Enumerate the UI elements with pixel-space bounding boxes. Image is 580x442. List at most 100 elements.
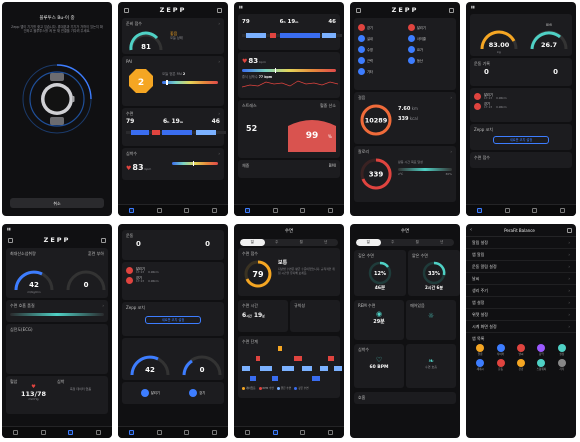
sleep-score-card[interactable]: 수면 점수	[470, 152, 572, 168]
nav-profile[interactable]	[211, 429, 217, 436]
light-sleep-card[interactable]: 얕은 수면 33% 2시간 6분	[408, 250, 460, 296]
quick-start-item[interactable]: 실내	[358, 35, 402, 42]
breathing-card[interactable]: 수면 호흡 품질 ›	[6, 300, 108, 322]
tab-year[interactable]: 년	[440, 240, 444, 245]
menu-icon[interactable]	[449, 7, 454, 13]
heart-rate-card[interactable]: 심박수 › ♥ 83 bpm	[122, 148, 224, 180]
tab-year[interactable]: 년	[324, 240, 328, 245]
tab-week[interactable]: 주	[275, 240, 279, 245]
device-icon[interactable]	[8, 237, 13, 243]
back-arrow-icon[interactable]: ‹	[470, 227, 472, 233]
coach-setup-button[interactable]: 새로운 코치 설정	[144, 316, 202, 324]
run-row[interactable]: 달리기 17:13 0.96km	[474, 93, 568, 101]
recent-runs-card[interactable]: 달리기 17:13 0.96km 걷기 17:13 0.96km	[470, 88, 572, 122]
app-tile[interactable]: 알람	[470, 344, 490, 356]
awake-card[interactable]: 깨어있음 ☼	[406, 300, 456, 340]
nav-discover[interactable]	[272, 429, 278, 436]
nav-discover[interactable]	[504, 207, 510, 214]
settings-item[interactable]: 앱 알림 ›	[466, 249, 576, 262]
settings-item[interactable]: 운동 알림 설정 ›	[466, 261, 576, 274]
settings-item[interactable]: 생리 주기 ›	[466, 285, 576, 298]
quick-start-item[interactable]: 수영	[358, 46, 402, 53]
body-gauges-card[interactable]: 83.00 kg 26.7 BMI	[470, 14, 572, 56]
settings-item[interactable]: 알림 설정 ›	[466, 237, 576, 250]
nav-profile[interactable]	[211, 207, 217, 214]
nav-profile[interactable]	[95, 429, 101, 436]
sleep-summary-card[interactable]: 79 6h 19m 46	[238, 14, 342, 50]
fitness-gauges-card[interactable]: 최대산소섭취량 훈련 부하 42 ml/kg/min 0	[6, 248, 108, 298]
tab-month[interactable]: 월	[299, 240, 303, 245]
nav-discover[interactable]	[272, 207, 278, 214]
sleep-breathing-card[interactable]: ❧ 수면 호흡	[406, 344, 456, 388]
nav-discover[interactable]	[40, 429, 46, 436]
readiness-card[interactable]: 준비 점수 › 81 좋음 오늘 상태	[122, 18, 224, 54]
tab-day[interactable]: 일	[356, 238, 381, 246]
tab-day[interactable]: 일	[240, 238, 265, 246]
nav-device[interactable]	[300, 207, 306, 214]
menu-icon[interactable]	[101, 237, 106, 243]
steps-card[interactable]: 걸음 › 10289 7.60 km 339 kcal	[354, 92, 456, 144]
nav-device[interactable]	[532, 207, 538, 214]
quick-start-item[interactable]: 등산	[408, 57, 452, 64]
nav-home[interactable]	[477, 207, 483, 214]
settings-item[interactable]: 시계 화면 설정 ›	[466, 321, 576, 334]
nav-profile[interactable]	[327, 429, 333, 436]
quick-start-item[interactable]: 근력	[358, 57, 402, 64]
nav-device[interactable]	[68, 429, 74, 436]
app-tile[interactable]: 건강	[511, 359, 531, 371]
nav-home[interactable]	[129, 429, 135, 436]
zepp-coach-card[interactable]: Zepp 코치 새로운 코치 설정	[122, 302, 224, 336]
nav-device[interactable]	[184, 207, 190, 214]
run-row[interactable]: 걷기 17:13 0.96km	[126, 276, 220, 284]
tab-week[interactable]: 주	[391, 240, 395, 245]
bp-hr-card[interactable]: 혈압 ♥ 113/78 mmHg 심박 측정 데이터 없음	[6, 376, 108, 414]
nav-device[interactable]	[184, 429, 190, 436]
stress-spo2-card[interactable]: 스트레스 혈중 산소 52 99 %	[238, 100, 340, 158]
calorie-card[interactable]: 칼로리 › 339 활동 시간 목표 달성 2℃ 30%	[354, 146, 456, 202]
sleep-score-card[interactable]: 수면 점수 79 보통 지난밤 수면은 평균 수준이었습니다. 규칙적인 취침 …	[238, 248, 340, 296]
settings-item[interactable]: 날씨 ›	[466, 273, 576, 286]
app-tile[interactable]: 설정	[552, 344, 572, 356]
zepp-coach-card[interactable]: Zepp 코치 새로운 코치 설정	[470, 124, 572, 150]
cancel-button[interactable]: 취소	[10, 198, 104, 208]
app-tile[interactable]: 날씨	[511, 344, 531, 356]
nav-profile[interactable]	[327, 207, 333, 214]
ecg-card[interactable]: 심전도(ECG)	[6, 324, 108, 374]
nav-discover[interactable]	[156, 429, 162, 436]
nav-home[interactable]	[245, 207, 251, 214]
nav-home[interactable]	[13, 429, 19, 436]
quick-start-item[interactable]: 사이클	[408, 35, 452, 42]
nav-profile[interactable]	[559, 207, 565, 214]
quick-start-item[interactable]: 요가	[408, 46, 452, 53]
app-tile[interactable]: 운동	[490, 359, 510, 371]
fitness-gauges-card[interactable]: 42 0	[122, 338, 224, 380]
workout-summary-card[interactable]: 운동 0 0	[122, 230, 224, 260]
deep-sleep-card[interactable]: 깊은 수면 12% 46분	[354, 250, 406, 296]
quick-start-item[interactable]: 걷기	[358, 24, 402, 31]
app-tile[interactable]: 기타	[552, 359, 572, 371]
breathing-card[interactable]: 호흡	[354, 392, 456, 404]
sleep-duration-card[interactable]: 수면 시간 6시간 19분	[238, 300, 288, 332]
sleep-hr-card[interactable]: 심박수 ♡ 60 BPM	[354, 344, 404, 388]
run-row[interactable]: 걷기 17:13 0.96km	[474, 102, 568, 110]
share-icon[interactable]	[567, 227, 572, 233]
chip-running[interactable]: 달리기	[140, 389, 160, 397]
app-tile[interactable]: 음악	[531, 344, 551, 356]
device-icon[interactable]	[356, 7, 361, 13]
nav-discover[interactable]	[156, 207, 162, 214]
chip-walking[interactable]: 걷기	[189, 389, 205, 397]
sleep-stages-card[interactable]: 수면 단계 깨어있음 REM 수면 얕은 수면 깊은 수면	[238, 336, 342, 398]
app-tile[interactable]: 타이머	[490, 344, 510, 356]
pai-card[interactable]: PAI › 2 오늘 얻은 PAI 2	[122, 56, 224, 106]
rem-card[interactable]: REM 수면 ◉ 29분	[354, 300, 404, 340]
coach-setup-button[interactable]: 새로운 코치 설정	[492, 136, 550, 144]
quick-start-item[interactable]: 달리기	[408, 24, 452, 31]
app-tile[interactable]: 스톱워치	[531, 359, 551, 371]
quick-start-item[interactable]: 기타	[358, 68, 402, 75]
heart-rate-card[interactable]: ♥ 83 bpm 휴식 심박수 77 bpm	[238, 52, 340, 98]
tab-month[interactable]: 월	[415, 240, 419, 245]
recent-runs-card[interactable]: 달리기 17:13 0.96km 걷기 17:13 0.96km	[122, 262, 224, 300]
device-icon[interactable]	[124, 7, 129, 13]
run-row[interactable]: 달리기 17:13 0.96km	[126, 267, 220, 275]
settings-item[interactable]: 앱 설정 ›	[466, 297, 576, 310]
